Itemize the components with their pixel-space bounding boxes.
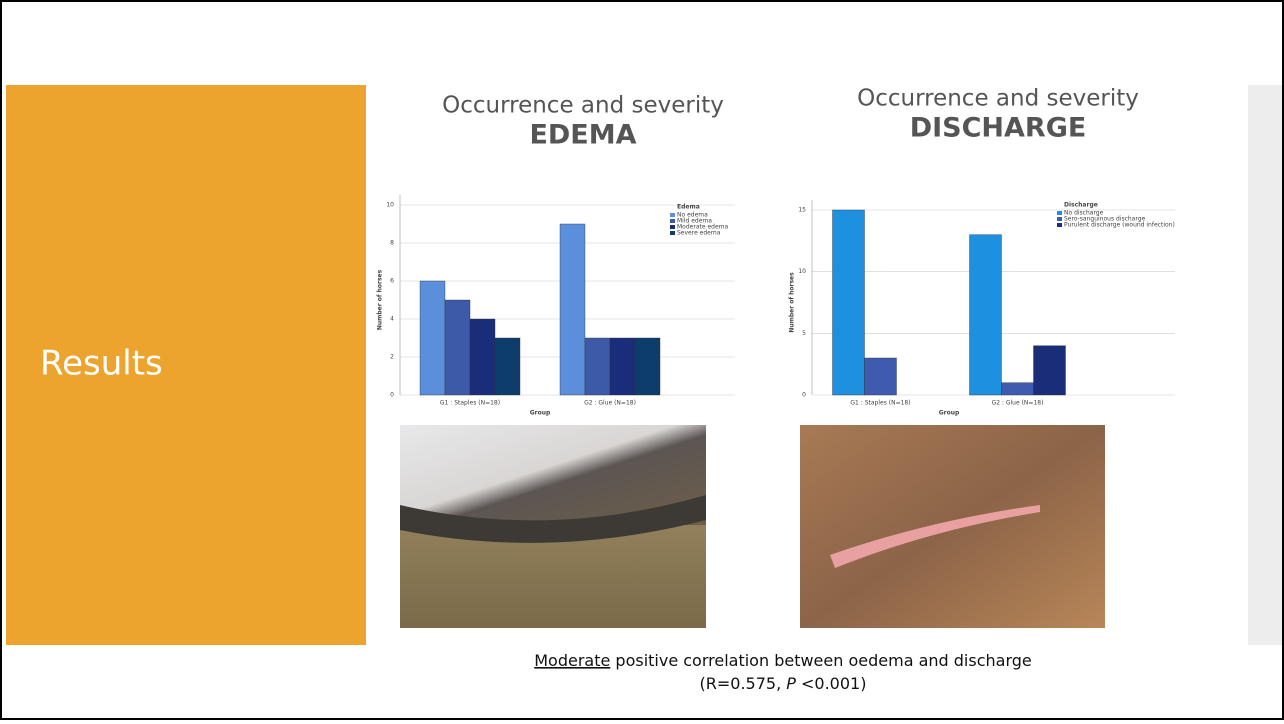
bar bbox=[469, 318, 496, 396]
legend-swatch bbox=[670, 213, 675, 217]
caption: Moderate positive correlation between oe… bbox=[534, 651, 1032, 670]
legend-swatch bbox=[1057, 211, 1062, 215]
chart: 0 2 4 6 8 10 G1 : Staples (N=18) G2 : Glue (N=1… bbox=[377, 195, 735, 417]
legend-swatch bbox=[670, 225, 675, 229]
y-tick-label: 6 bbox=[390, 278, 394, 285]
side-panel bbox=[1248, 85, 1282, 645]
y-tick-label: 0 bbox=[390, 392, 394, 399]
legend-label: Mild edema bbox=[677, 218, 712, 225]
y-tick-label: 5 bbox=[802, 330, 806, 337]
y-tick-label: 2 bbox=[390, 354, 394, 361]
caption-text: <0.001) bbox=[796, 674, 867, 693]
photo bbox=[800, 425, 1105, 628]
legend-label: No discharge bbox=[1064, 210, 1104, 217]
legend-label: No edema bbox=[677, 212, 708, 219]
bar bbox=[634, 337, 661, 396]
heading: Occurrence and severity bbox=[442, 93, 724, 119]
x-tick-label: G1 : Staples (N=18) bbox=[850, 400, 910, 407]
y-tick-label: 8 bbox=[390, 240, 394, 247]
x-tick-label: G1 : Staples (N=18) bbox=[440, 400, 500, 407]
bar bbox=[559, 223, 586, 396]
bar bbox=[1033, 345, 1066, 396]
bar bbox=[584, 337, 611, 396]
bar bbox=[864, 357, 897, 396]
legend-title: Discharge bbox=[1064, 202, 1098, 209]
heading: DISCHARGE bbox=[910, 113, 1087, 144]
y-tick-label: 4 bbox=[390, 316, 394, 323]
y-tick-label: 10 bbox=[386, 202, 394, 209]
x-tick-label: G2 : Glue (N=18) bbox=[584, 400, 636, 407]
heading: EDEMA bbox=[529, 120, 636, 151]
y-axis-label: Number of horses bbox=[789, 272, 796, 333]
y-tick-label: 0 bbox=[802, 392, 806, 399]
y-tick-label: 10 bbox=[798, 268, 806, 275]
legend-swatch bbox=[670, 231, 675, 235]
legend-swatch bbox=[670, 219, 675, 223]
caption-emphasis: Moderate bbox=[534, 651, 610, 670]
slide-title: Results bbox=[40, 344, 163, 384]
legend-label: Severe edema bbox=[677, 230, 721, 237]
heading: Occurrence and severity bbox=[857, 86, 1139, 112]
legend-label: Moderate edema bbox=[677, 224, 728, 231]
caption-text: (R=0.575, bbox=[700, 674, 787, 693]
chart: 0 5 10 15 G1 : Staples (N=18) G2 : Glue (N=18… bbox=[789, 200, 1175, 417]
caption-text: P bbox=[786, 674, 796, 693]
x-axis-label: Group bbox=[530, 410, 551, 417]
legend-swatch bbox=[1057, 217, 1062, 221]
x-tick-label: G2 : Glue (N=18) bbox=[992, 400, 1044, 407]
bar bbox=[419, 280, 446, 396]
x-axis-label: Group bbox=[939, 410, 960, 417]
bar bbox=[609, 337, 636, 396]
bar bbox=[444, 299, 471, 396]
y-tick-label: 15 bbox=[798, 207, 806, 214]
photo bbox=[400, 425, 706, 628]
bar bbox=[1001, 382, 1034, 396]
y-axis-label: Number of horses bbox=[377, 269, 384, 330]
bar bbox=[832, 209, 865, 396]
legend-title: Edema bbox=[677, 204, 700, 211]
legend-label: Sero-sanguinous discharge bbox=[1064, 216, 1146, 223]
caption: (R=0.575, P <0.001) bbox=[700, 674, 867, 693]
legend-swatch bbox=[1057, 223, 1062, 227]
caption-text: positive correlation between oedema and … bbox=[610, 651, 1031, 670]
title-panel bbox=[6, 85, 366, 645]
bar bbox=[494, 337, 521, 396]
legend-label: Purulent discharge (wound infection) bbox=[1064, 222, 1175, 229]
bar bbox=[969, 234, 1002, 396]
